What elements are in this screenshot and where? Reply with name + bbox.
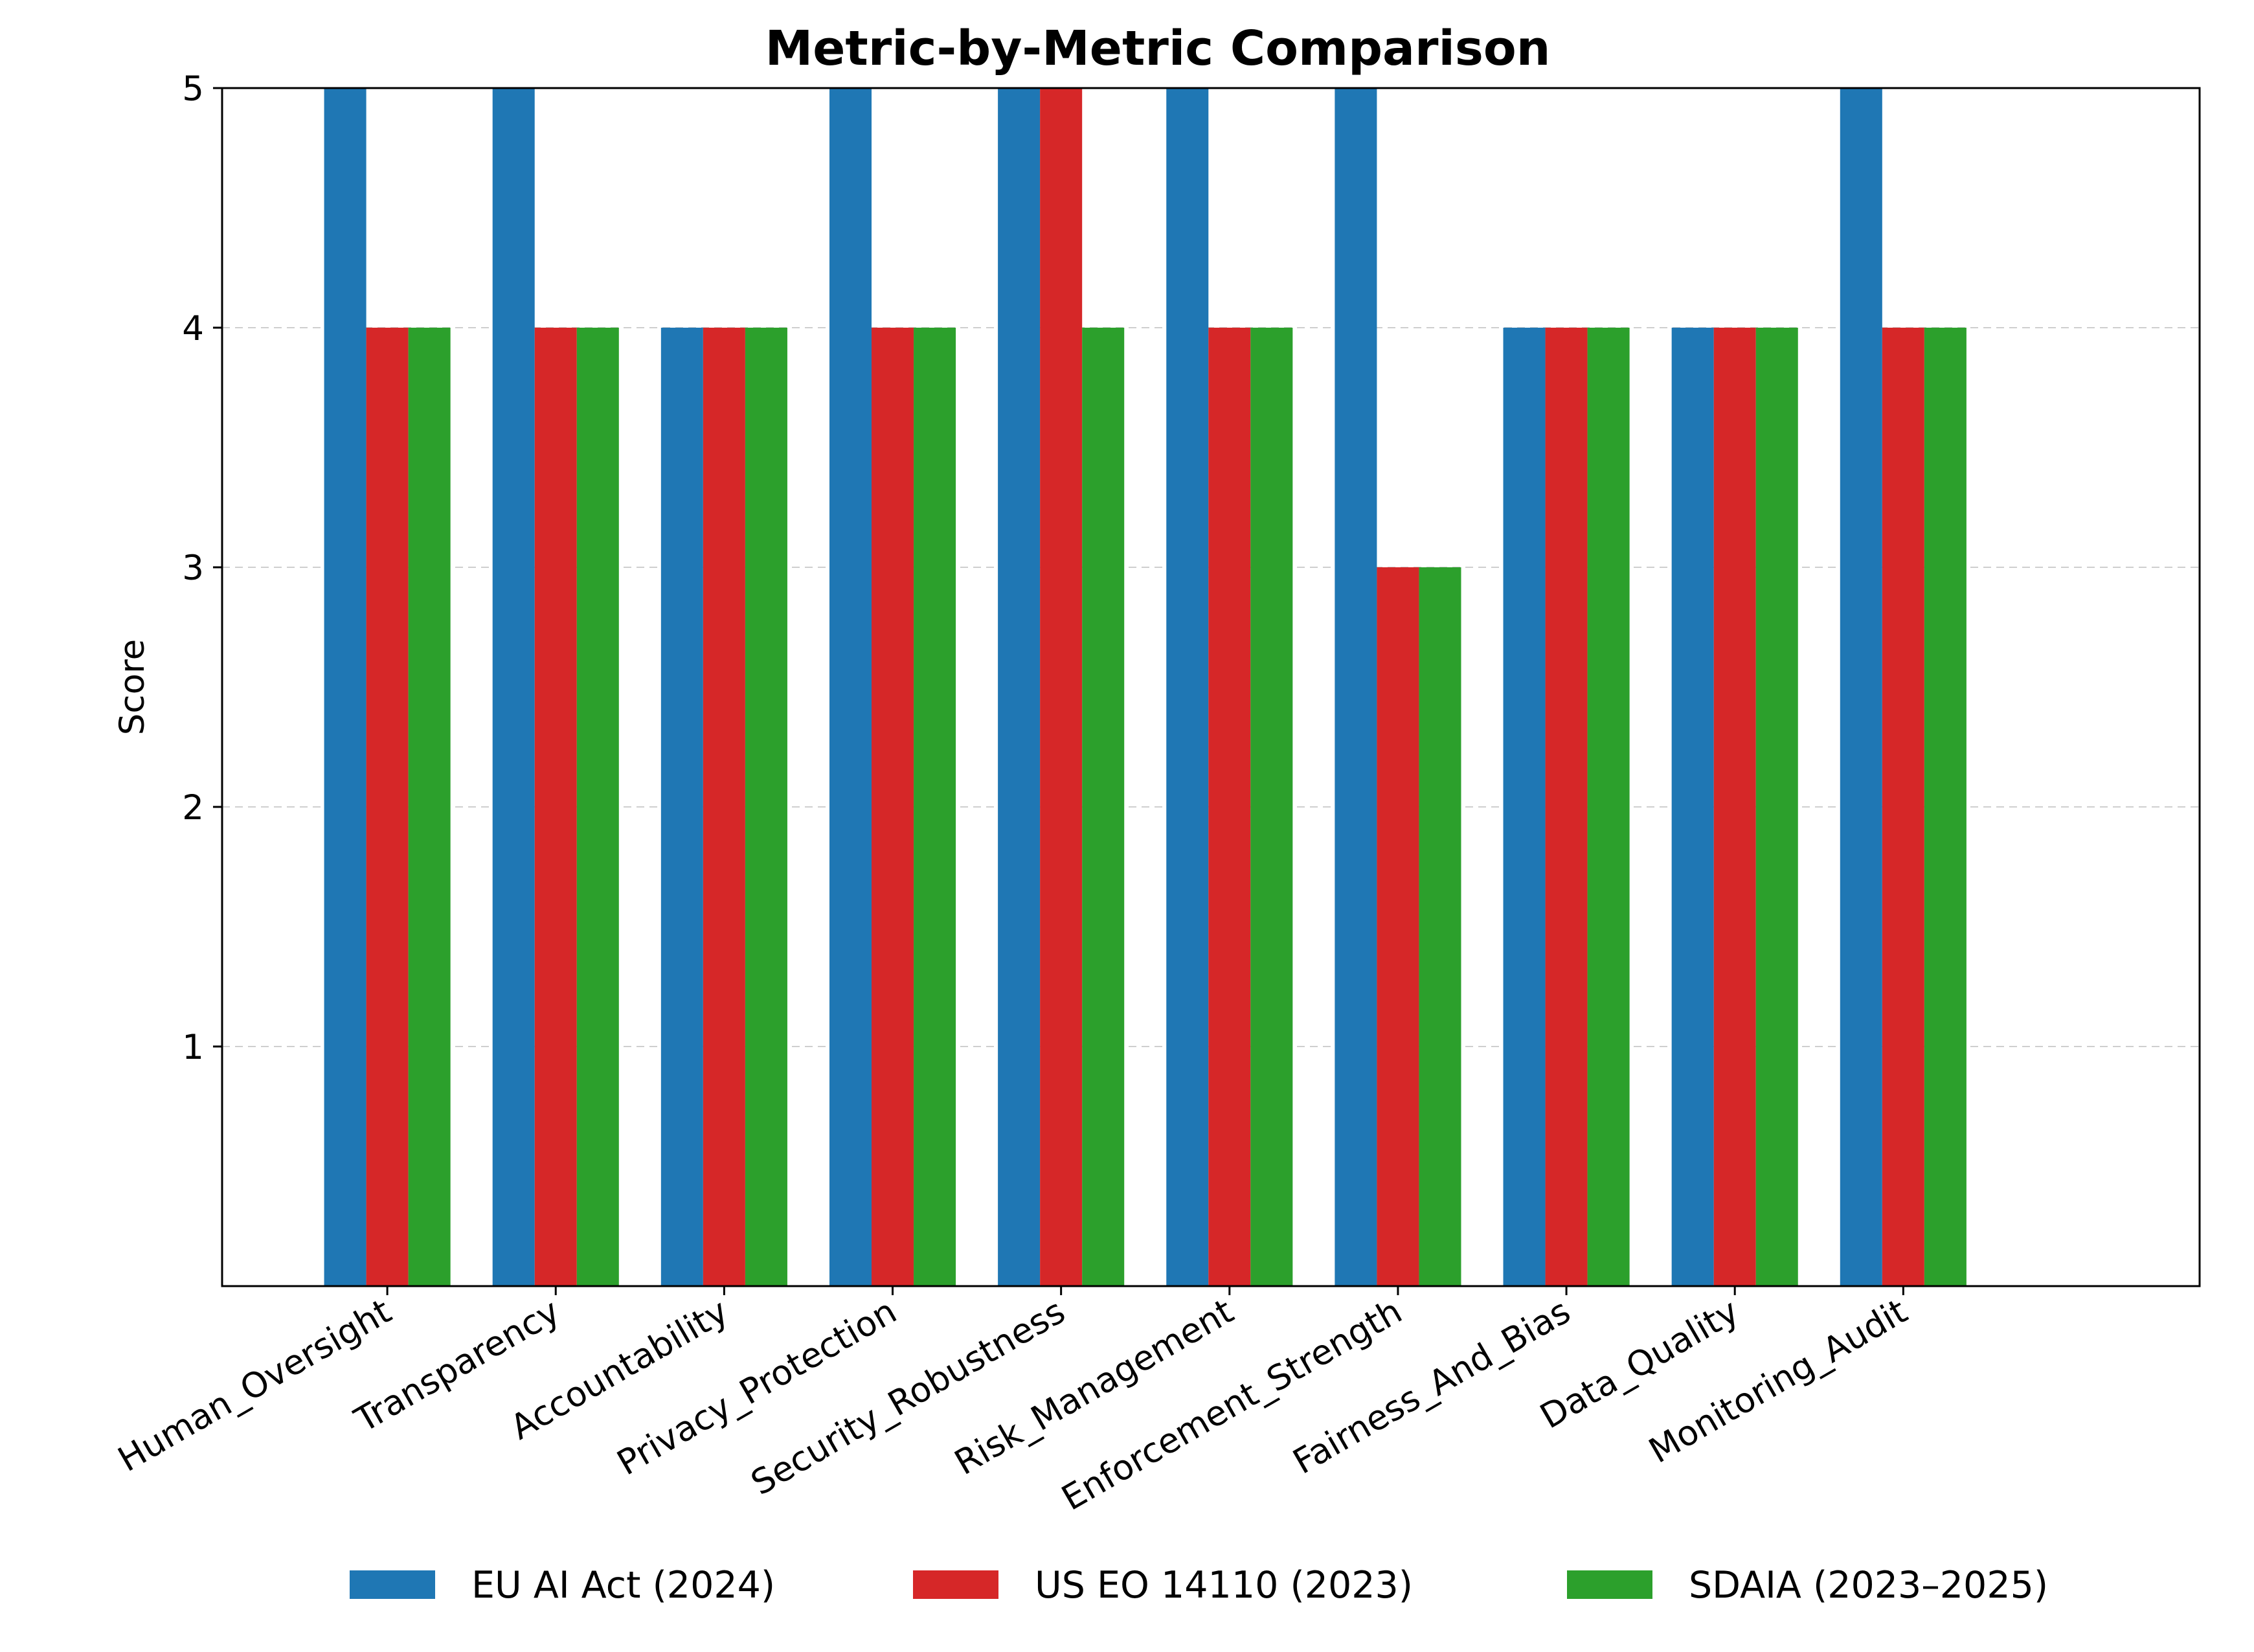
y-tick-label: 2 xyxy=(182,788,204,828)
legend-label: US EO 14110 (2023) xyxy=(1035,1564,1413,1607)
y-tick-label: 1 xyxy=(182,1028,204,1067)
bar xyxy=(1924,328,1967,1286)
legend-swatch xyxy=(350,1570,435,1599)
legend-item: EU AI Act (2024) xyxy=(350,1564,775,1607)
bar xyxy=(829,88,872,1286)
x-tick-label: Fairness_And_Bias xyxy=(1287,1291,1577,1482)
bar xyxy=(660,328,703,1286)
bar xyxy=(1250,328,1293,1286)
y-axis: 1 2 3 4 5 xyxy=(182,69,222,1067)
bar xyxy=(1419,567,1461,1286)
bar xyxy=(1082,328,1125,1286)
x-tick-label: Risk_Management xyxy=(948,1291,1240,1483)
bar xyxy=(745,328,787,1286)
plot-frame xyxy=(221,87,2201,1287)
bar xyxy=(1040,88,1083,1286)
y-tick-label: 5 xyxy=(182,69,204,109)
bar xyxy=(1335,88,1377,1286)
bar xyxy=(366,328,409,1286)
legend-item: US EO 14110 (2023) xyxy=(913,1564,1413,1607)
legend-label: SDAIA (2023–2025) xyxy=(1689,1564,2048,1607)
y-axis-label: Score xyxy=(113,639,152,735)
bar xyxy=(1882,328,1924,1286)
y-tick-label: 4 xyxy=(182,309,204,348)
bar xyxy=(408,328,451,1286)
chart-title: Metric-by-Metric Comparison xyxy=(765,21,1551,76)
bar xyxy=(1755,328,1798,1286)
bar xyxy=(872,328,914,1286)
y-tick-label: 3 xyxy=(182,549,204,588)
bar xyxy=(324,88,366,1286)
bar xyxy=(1840,88,1882,1286)
bar xyxy=(1166,88,1209,1286)
bar xyxy=(1208,328,1251,1286)
x-axis: Human_OversightTransparencyAccountabilit… xyxy=(111,1286,1914,1519)
bar xyxy=(492,88,535,1286)
bar xyxy=(1545,328,1588,1286)
bar xyxy=(1671,328,1714,1286)
legend-item: SDAIA (2023–2025) xyxy=(1567,1564,2048,1607)
bar xyxy=(998,88,1041,1286)
bar xyxy=(1587,328,1630,1286)
legend-swatch xyxy=(1567,1570,1652,1599)
bar xyxy=(1503,328,1546,1286)
x-tick-label: Privacy_Protection xyxy=(611,1291,903,1483)
bar xyxy=(703,328,745,1286)
legend: EU AI Act (2024) US EO 14110 (2023) SDAIA … xyxy=(350,1564,2048,1607)
bar xyxy=(914,328,956,1286)
legend-swatch xyxy=(913,1570,998,1599)
bars xyxy=(324,88,1967,1286)
x-tick-label: Security_Robustness xyxy=(745,1291,1072,1503)
bar xyxy=(1713,328,1756,1286)
bar xyxy=(534,328,577,1286)
bar xyxy=(576,328,619,1286)
bar xyxy=(1377,567,1419,1286)
legend-label: EU AI Act (2024) xyxy=(471,1564,775,1607)
x-tick-label: Human_Oversight xyxy=(111,1291,398,1480)
